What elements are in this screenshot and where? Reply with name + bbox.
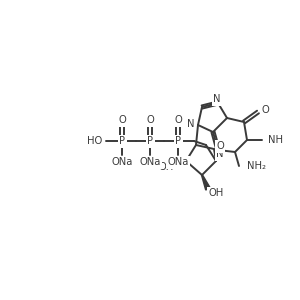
Text: O: O [146, 115, 154, 125]
Text: N: N [187, 119, 195, 129]
Text: HO: HO [87, 136, 102, 146]
Text: P: P [147, 136, 153, 146]
Text: O: O [118, 115, 126, 125]
Text: O: O [216, 141, 224, 151]
Text: OH: OH [208, 188, 224, 198]
Text: NH₂: NH₂ [247, 161, 266, 171]
Polygon shape [202, 175, 210, 190]
Text: N: N [216, 149, 224, 159]
Text: O: O [262, 105, 270, 115]
Text: ONa: ONa [167, 157, 189, 167]
Text: O: O [174, 115, 182, 125]
Text: N: N [213, 94, 221, 104]
Text: ONa: ONa [139, 157, 161, 167]
Text: P: P [175, 136, 181, 146]
Polygon shape [174, 160, 186, 166]
Text: OH: OH [158, 162, 174, 172]
Text: P: P [119, 136, 125, 146]
Text: NH: NH [268, 135, 283, 145]
Text: ONa: ONa [111, 157, 133, 167]
